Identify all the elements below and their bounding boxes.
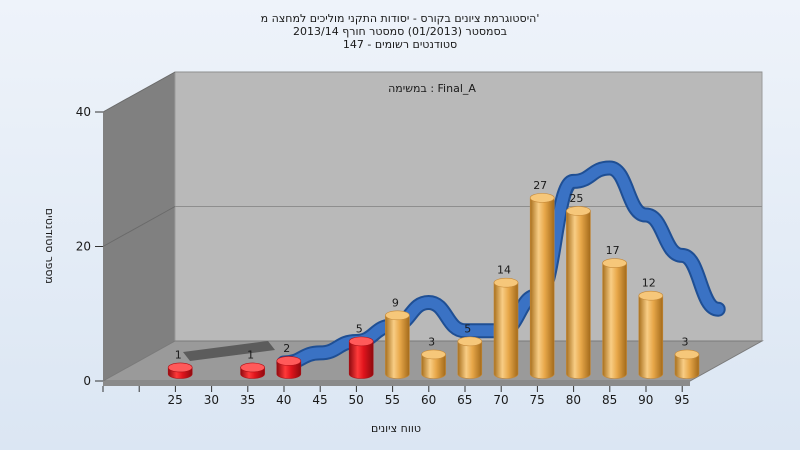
bar-top [529,193,555,203]
data-label: 3 [682,335,689,348]
data-label: 5 [464,322,471,335]
data-label: 2 [283,342,290,355]
data-label: 27 [533,179,547,192]
bar-body [457,341,483,379]
data-label: 1 [247,348,254,361]
x-tick-label: 45 [312,393,327,407]
bar-top [240,362,265,373]
bar-body [276,360,302,379]
x-tick-label: 60 [421,393,436,407]
bar-top [385,310,410,321]
bar-top [167,362,193,373]
bar: 9 [385,296,410,379]
bar: 5 [457,322,483,379]
title-line-2: בסמסטר (01/2013) סמסטר חורף 2013/14 [293,25,507,38]
data-label: 9 [392,296,399,309]
assignment-annotation: במשימה : Final_A [388,82,476,95]
x-tick-label: 35 [240,393,255,407]
x-tick-label: 90 [638,393,653,407]
grid-lines [102,71,762,247]
data-label: 5 [356,322,363,335]
bar-body [348,341,374,379]
bar-top [348,336,374,347]
x-tick-label: 85 [602,393,617,407]
x-tick-label: 75 [530,393,545,407]
x-tick-label: 70 [493,393,508,407]
bar: 3 [421,335,446,379]
bar-top [638,290,664,301]
x-tick-label: 30 [204,393,219,407]
bar-body [602,262,627,379]
y-axis-title: מספר סטודנטים [43,208,56,284]
data-label: 17 [606,244,620,257]
bar: 2 [276,342,302,379]
bar-top [674,349,700,360]
bar-top [493,277,519,288]
grid-line-side [102,206,176,247]
bar-body [638,295,664,379]
bar: 1 [240,348,265,379]
x-tick-label: 80 [566,393,581,407]
x-tick-label: 55 [385,393,400,407]
y-axis: 0 20 40 [76,105,103,388]
bar: 25 [566,192,591,379]
x-tick-label: 40 [276,393,291,407]
bar-body [566,210,591,379]
data-label: 12 [642,277,656,290]
data-label: 25 [569,192,583,205]
floor-edge [103,381,690,386]
bar: 1 [167,348,193,379]
x-axis: 25 30 35 40 45 50 55 60 65 70 75 80 85 90 95 [102,386,690,407]
chart-title: היסטוגרמת ציונים בקורס - יסודות התקני מו… [261,12,540,51]
bar: 12 [638,277,664,379]
grid-line-side [102,71,176,113]
x-tick-label: 95 [674,393,689,407]
bar-top [457,336,483,347]
bar: 27 [529,179,555,379]
bar-top [421,349,446,360]
bar-body [493,282,519,379]
x-tick-label: 65 [457,393,472,407]
bar-top [276,356,302,366]
bar-body [529,197,555,379]
bar-top [602,258,627,268]
bar: 5 [348,322,374,379]
curve-floor-strip [183,341,275,361]
y-tick-label: 0 [83,374,91,388]
data-label: 3 [428,335,435,348]
title-line-1: היסטוגרמת ציונים בקורס - יסודות התקני מו… [261,12,540,25]
data-label: 14 [497,264,511,277]
x-tick-label: 50 [349,393,364,407]
bar-body [421,354,446,379]
y-tick-label: 40 [76,105,91,119]
bar: 3 [674,335,700,379]
x-axis-title: טווח ציונים [371,422,421,435]
bar-body [674,354,700,379]
bar: 17 [602,244,627,379]
y-tick-label: 20 [76,240,91,254]
title-line-3: סטודנטים רשומים - 147 [343,38,457,51]
bar-top [566,206,591,216]
bar: 14 [493,264,519,379]
bar-body [385,314,410,379]
data-label: 1 [175,348,182,361]
x-tick-label: 25 [168,393,183,407]
